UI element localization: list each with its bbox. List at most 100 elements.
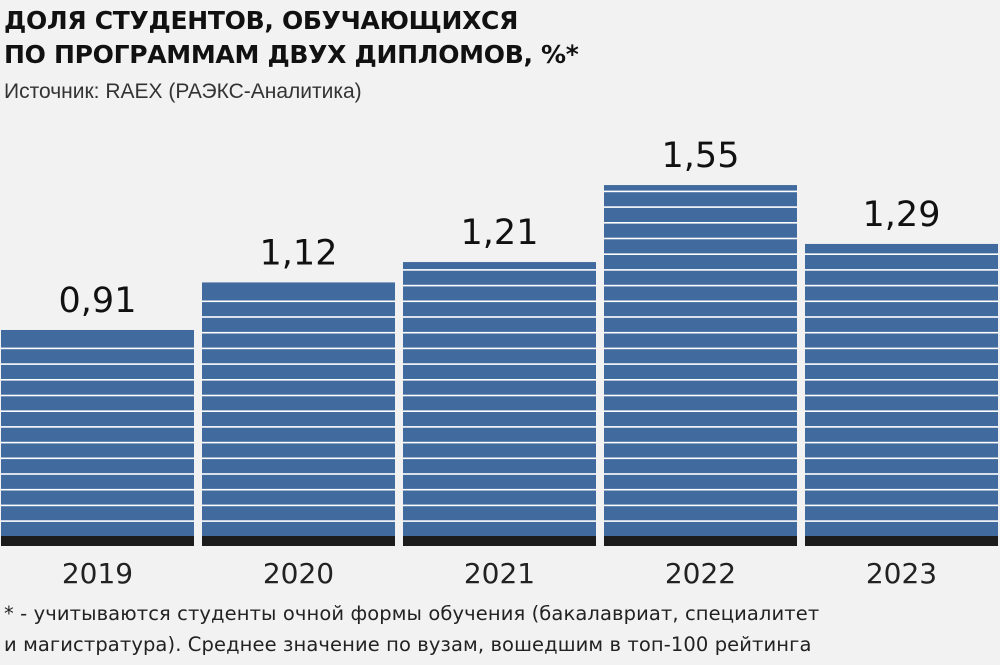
bar-stripe [202, 473, 395, 475]
data-label: 1,12 [260, 233, 338, 273]
chart-title: ДОЛЯ СТУДЕНТОВ, ОБУЧАЮЩИХСЯ ПО ПРОГРАММА… [4, 4, 579, 72]
bar-stripe [805, 379, 998, 381]
footnote-line-1: * - учитываются студенты очной формы обу… [4, 602, 820, 625]
bar-stripe [604, 473, 797, 475]
bar-stripe [805, 441, 998, 444]
bar-stripe [805, 363, 998, 365]
bar-stripe [805, 316, 998, 318]
bar-stripe [403, 457, 596, 460]
bar-stripe [202, 488, 395, 491]
data-label: 0,91 [59, 281, 137, 321]
bar-stripe [604, 520, 797, 522]
bar-stripe [202, 457, 395, 460]
bar-stripe [805, 394, 998, 397]
bar-stripe [1, 520, 194, 522]
x-tick-label: 2023 [866, 557, 937, 590]
bar-stripe [604, 316, 797, 318]
bar-stripe [1, 410, 194, 412]
bar-stripe [604, 394, 797, 397]
bar-stripe [805, 457, 998, 460]
bar-stripe [604, 237, 797, 240]
bar-stripe [805, 473, 998, 475]
bar-stripe [1, 488, 194, 491]
bar-stripe [1, 441, 194, 444]
bar-stripe [604, 457, 797, 460]
bar-stripe [604, 190, 797, 193]
bar-stripe [604, 504, 797, 507]
bar-stripe [202, 394, 395, 397]
x-tick-label: 2022 [665, 557, 736, 590]
bar-stripe [403, 363, 596, 365]
bar-stripe [202, 504, 395, 507]
bar-stripe [403, 331, 596, 334]
bar-stripe [604, 284, 797, 287]
bar-stripe [604, 426, 797, 428]
chart-title-line-1: ДОЛЯ СТУДЕНТОВ, ОБУЧАЮЩИХСЯ [4, 6, 519, 35]
bar-stripe [202, 300, 395, 303]
footnote-line-2: и магистратура). Среднее значение по вуз… [4, 633, 812, 656]
bar-stripe [604, 379, 797, 381]
x-tick-label: 2020 [263, 557, 334, 590]
bar-stripe [805, 426, 998, 428]
bar-stripe [604, 222, 797, 224]
bar-stripe [604, 269, 797, 271]
chart-source: Источник: RAEX (РАЭКС-Аналитика) [4, 80, 362, 103]
data-label: 1,29 [863, 195, 941, 235]
bar-stripe [805, 331, 998, 334]
bar-stripe [403, 300, 596, 303]
bar-stripe [604, 410, 797, 412]
bar-stripe [202, 520, 395, 522]
bar-stripe [604, 363, 797, 365]
bar-base [604, 536, 797, 546]
bar-stripe [403, 284, 596, 287]
bar-2020 [202, 282, 395, 536]
bar-stripe [403, 488, 596, 491]
bar-stripe [403, 473, 596, 475]
bar-base [1, 536, 194, 546]
bar-stripe [805, 488, 998, 491]
bar-stripe [403, 410, 596, 412]
bar-stripe [403, 347, 596, 350]
bar-stripe [403, 520, 596, 522]
bar-stripe [1, 457, 194, 460]
bar-stripe [604, 253, 797, 255]
bar-stripe [1, 347, 194, 350]
bar-stripe [1, 379, 194, 381]
bar-stripe [1, 394, 194, 397]
bar-stripe [604, 300, 797, 303]
chart-footnote: * - учитываются студенты очной формы обу… [4, 598, 819, 660]
bar-base [805, 536, 998, 546]
bar-stripe [403, 379, 596, 381]
bar-2021 [403, 262, 596, 536]
bar-stripe [202, 426, 395, 428]
bar-stripe [202, 363, 395, 365]
bar-stripe [805, 300, 998, 303]
bar-stripe [805, 504, 998, 507]
bar-stripe [805, 347, 998, 350]
bar-stripe [805, 410, 998, 412]
bar-stripe [403, 394, 596, 397]
bar-stripe [805, 253, 998, 255]
bar-stripe [805, 269, 998, 271]
bar-stripe [202, 331, 395, 334]
bar-stripe [1, 363, 194, 365]
bar-2022 [604, 185, 797, 536]
bar-stripe [1, 504, 194, 507]
bar-stripe [202, 316, 395, 318]
bar-stripe [604, 331, 797, 334]
x-tick-label: 2021 [464, 557, 535, 590]
bar-stripe [403, 504, 596, 507]
bar-stripe [403, 441, 596, 444]
bar-stripe [1, 426, 194, 428]
bar-stripe [604, 488, 797, 491]
bar-stripe [202, 441, 395, 444]
x-tick-label: 2019 [62, 557, 133, 590]
chart-title-line-2: ПО ПРОГРАММАМ ДВУХ ДИПЛОМОВ, %* [4, 40, 579, 69]
bar-stripe [604, 206, 797, 208]
data-label: 1,55 [662, 136, 740, 176]
bar-2023 [805, 243, 998, 536]
bar-stripe [403, 316, 596, 318]
bar-base [202, 536, 395, 546]
bar-stripe [202, 379, 395, 381]
